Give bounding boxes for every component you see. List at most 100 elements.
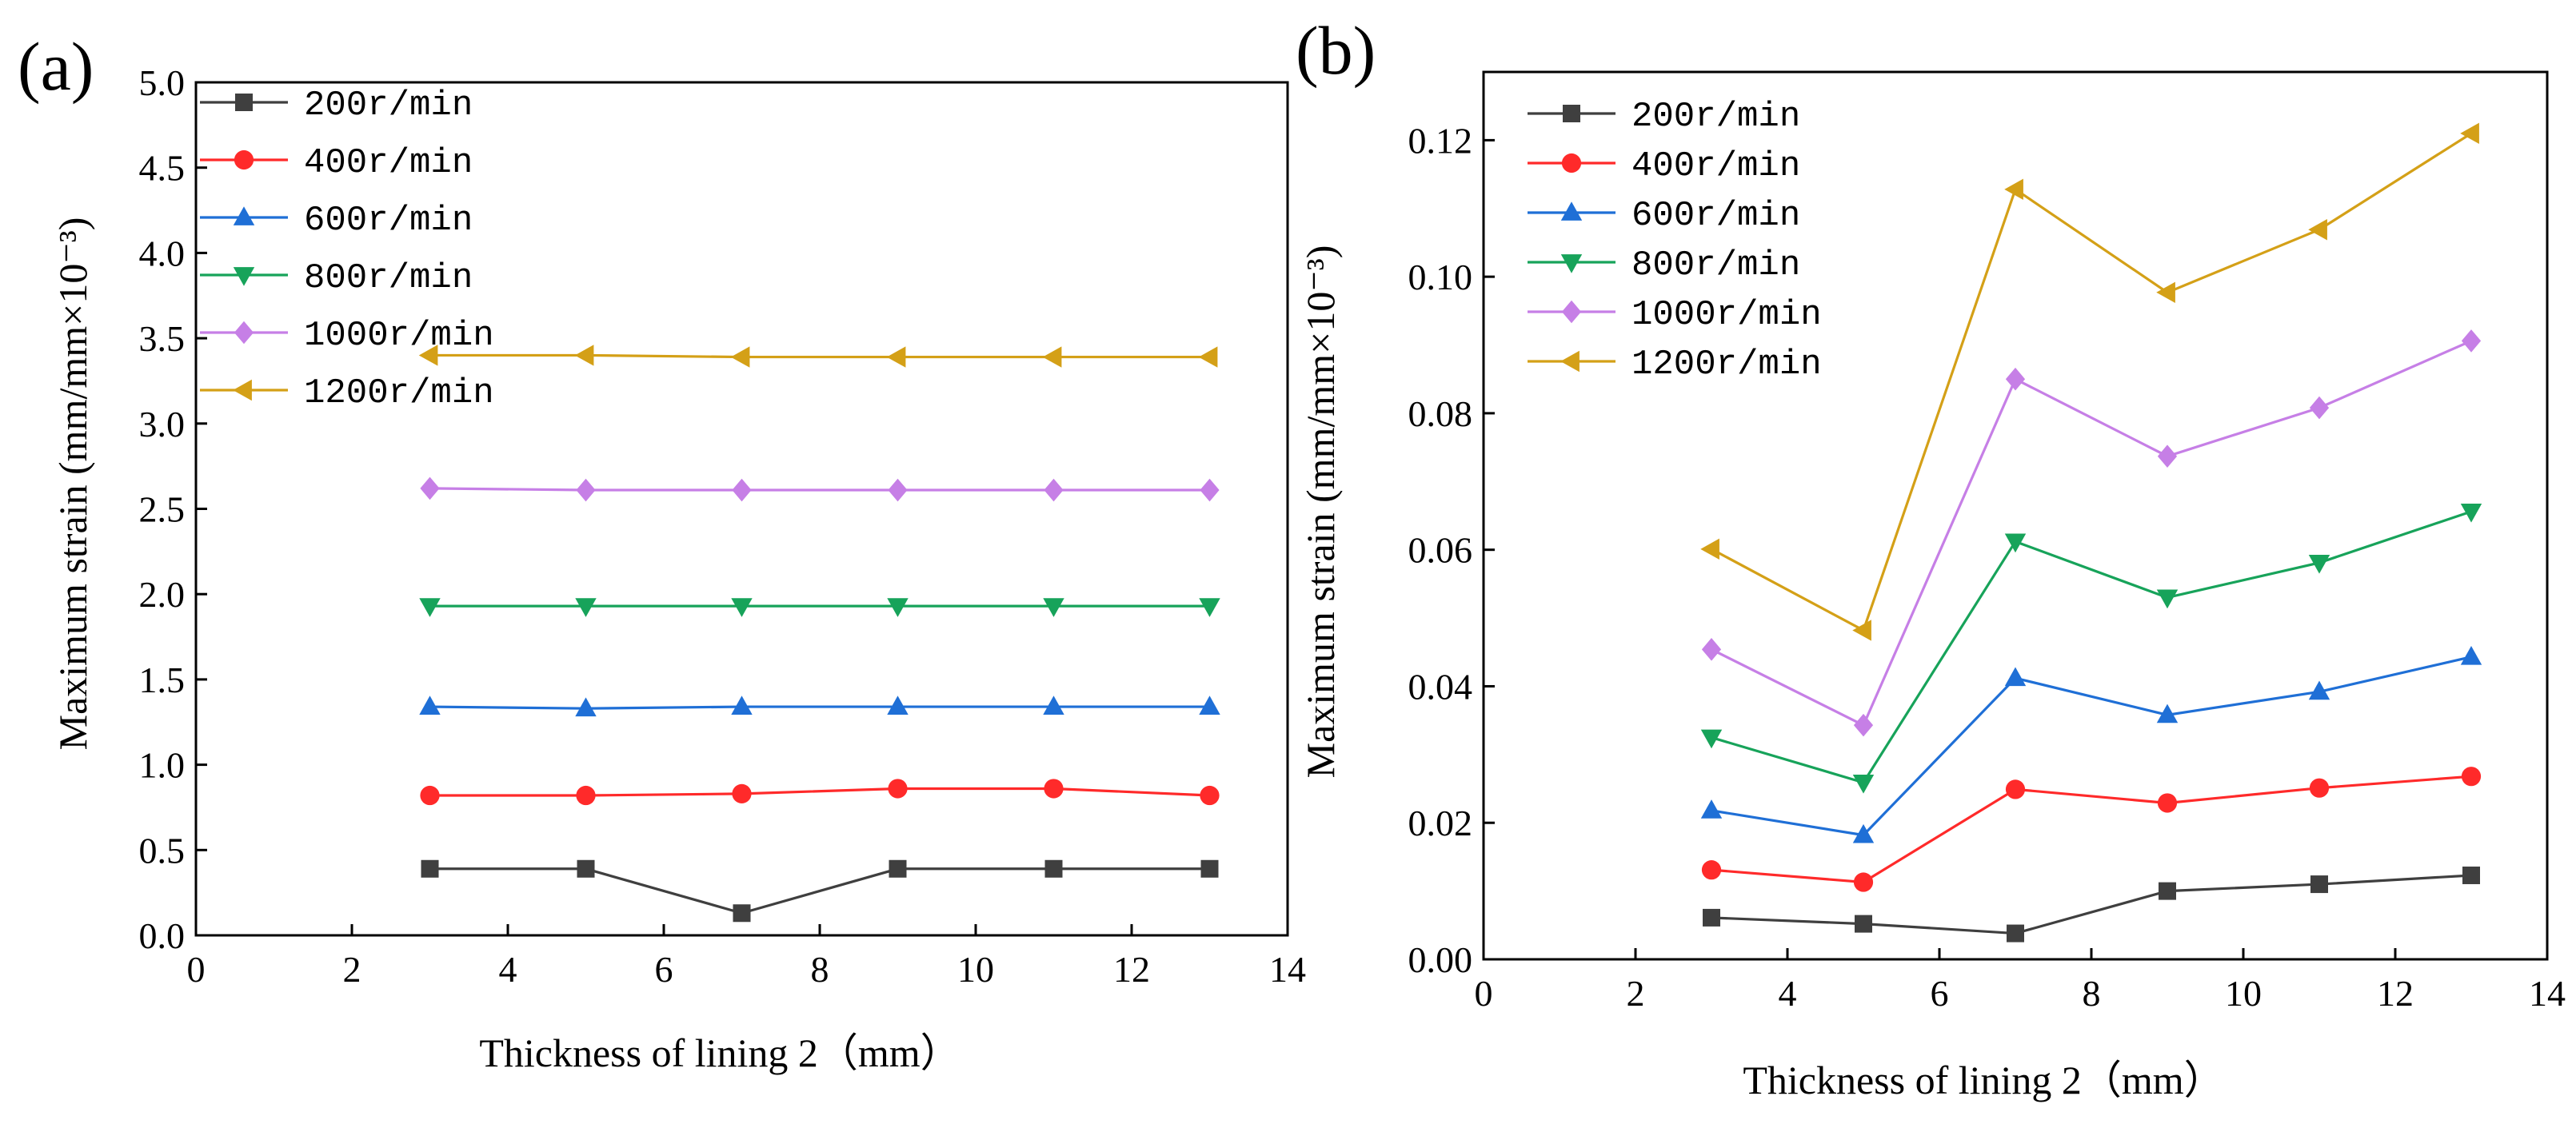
panel-a-series-line bbox=[429, 787, 1210, 797]
panel-a-x-tick-label: 6 bbox=[655, 949, 673, 990]
panel-b-data-point bbox=[1852, 774, 1875, 794]
panel-b-legend-label: 400r/min bbox=[1631, 146, 1800, 186]
panel-a-data-point bbox=[574, 345, 594, 366]
panel-a-data-point bbox=[577, 859, 595, 878]
panel-b-x-tick-label: 2 bbox=[1627, 973, 1645, 1014]
panel-a-data-point bbox=[576, 478, 596, 502]
panel-b-data-point bbox=[2156, 589, 2179, 609]
panel-a-y-axis-title: Maximum strain (mm/mm×10⁻³) bbox=[50, 217, 95, 751]
panel-a-data-point bbox=[1199, 598, 1220, 617]
panel-b-data-point bbox=[2007, 924, 2024, 943]
panel-b-data-point bbox=[2308, 680, 2330, 700]
panel-b-data-point bbox=[1700, 538, 1719, 560]
panel-a-y-tick-label: 4.0 bbox=[139, 233, 186, 273]
panel-b-legend-label: 1000r/min bbox=[1631, 295, 1822, 335]
panel-b-series-line bbox=[1711, 874, 2472, 935]
panel-b-data-point bbox=[2460, 122, 2479, 145]
panel-b-legend-marker bbox=[1560, 254, 1583, 273]
panel-b-data-point bbox=[1701, 860, 1722, 880]
panel-b-data-point bbox=[2309, 778, 2330, 798]
panel-b-x-tick-label: 8 bbox=[2083, 973, 2101, 1014]
panel-a-series-line bbox=[429, 353, 1210, 359]
panel-a-legend-label: 200r/min bbox=[304, 86, 473, 126]
panel-b-legend-label: 600r/min bbox=[1631, 196, 1800, 236]
panel-b-x-tick-label: 6 bbox=[1931, 973, 1949, 1014]
panel-a-data-point bbox=[421, 859, 439, 878]
panel-b-x-tick-label: 10 bbox=[2225, 973, 2262, 1014]
panel-b-y-tick-label: 0.02 bbox=[1408, 803, 1473, 843]
panel-a-data-point bbox=[730, 346, 750, 368]
panel-a-y-tick-label: 5.0 bbox=[139, 62, 186, 103]
panel-a-data-point bbox=[1043, 696, 1064, 715]
panel-a-data-point bbox=[887, 598, 909, 617]
panel-b-legend-label: 800r/min bbox=[1631, 245, 1800, 285]
panel-a-data-point bbox=[1043, 598, 1064, 617]
panel-b-series-line bbox=[1711, 510, 2472, 784]
panel-b-legend-label: 1200r/min bbox=[1631, 345, 1822, 385]
panel-b-data-point bbox=[2157, 444, 2178, 468]
panel-a-series-800r-min bbox=[419, 598, 1220, 617]
panel-b-data-point bbox=[1703, 908, 1720, 927]
panel-b-data-point bbox=[2159, 882, 2176, 900]
panel-b-legend-marker bbox=[1563, 105, 1580, 122]
panel-b-data-point bbox=[2004, 178, 2023, 201]
panel-b-data-point bbox=[2157, 793, 2178, 813]
panel-a-data-point bbox=[420, 476, 440, 500]
panel-a-legend-marker bbox=[235, 94, 253, 111]
panel-a-y-tick-label: 1.0 bbox=[139, 745, 186, 786]
panel-b-y-tick-label: 0.00 bbox=[1408, 939, 1473, 980]
panel-b-y-tick-label: 0.06 bbox=[1408, 530, 1473, 571]
panel-a-data-point bbox=[1198, 346, 1218, 368]
panel-a-x-tick-label: 4 bbox=[499, 949, 517, 990]
panel-b-y-axis-title: Maximum strain (mm/mm×10⁻³) bbox=[1298, 245, 1343, 779]
panel-a-x-tick-label: 14 bbox=[1269, 949, 1306, 990]
panel-a-y-tick-label: 1.5 bbox=[139, 660, 186, 700]
panel-a-legend-marker bbox=[233, 379, 252, 401]
panel-b-data-point bbox=[1853, 713, 1874, 737]
panel-a-y-tick-label: 0.5 bbox=[139, 830, 186, 871]
panel-b-series-200r-min bbox=[1703, 866, 2480, 943]
panel-a-series-600r-min bbox=[419, 696, 1220, 717]
panel-b-label: (b) bbox=[1296, 12, 1376, 89]
panel-a-data-point bbox=[733, 904, 751, 923]
panel-a-data-point bbox=[1042, 346, 1062, 368]
panel-a-data-point bbox=[886, 346, 906, 368]
panel-a-y-tick-label: 3.5 bbox=[139, 318, 186, 359]
panel-b-data-point bbox=[1700, 729, 1723, 749]
panel-b-data-point bbox=[2309, 396, 2330, 420]
panel-a-series-200r-min bbox=[421, 859, 1219, 923]
panel-a-data-point bbox=[732, 478, 752, 502]
panel-b-series-1000r-min bbox=[1701, 329, 2482, 737]
panel-b-data-point bbox=[2461, 767, 2482, 787]
panel-a-legend-marker bbox=[234, 149, 254, 170]
panel-b-data-point bbox=[2156, 281, 2175, 303]
panel-a-data-point bbox=[576, 785, 596, 806]
panel-a-x-tick-label: 12 bbox=[1113, 949, 1150, 990]
panel-b-y-tick-label: 0.08 bbox=[1408, 393, 1473, 434]
panel-a-legend-marker bbox=[233, 206, 255, 225]
panel-b-series-line bbox=[1711, 132, 2472, 632]
panel-b-data-point bbox=[1852, 620, 1871, 641]
panel-b-data-point bbox=[2460, 645, 2482, 665]
panel-a-x-tick-label: 10 bbox=[957, 949, 994, 990]
panel-a-data-point bbox=[1044, 859, 1063, 878]
panel-b-y-tick-label: 0.10 bbox=[1408, 257, 1473, 297]
panel-a-y-tick-label: 0.0 bbox=[139, 915, 186, 956]
panel-b-series-800r-min bbox=[1700, 503, 2482, 794]
panel-a-series-1000r-min bbox=[420, 476, 1220, 502]
panel-b-x-tick-label: 14 bbox=[2529, 973, 2566, 1014]
panel-b-legend-marker bbox=[1561, 300, 1582, 324]
panel-b-x-axis-title: Thickness of lining 2（mm） bbox=[1743, 1058, 2223, 1102]
panel-b-series-line bbox=[1711, 339, 2472, 727]
panel-b-series-line bbox=[1711, 656, 2472, 837]
panel-a-series-1200r-min bbox=[418, 345, 1218, 368]
panel-b-x-tick-label: 4 bbox=[1779, 973, 1797, 1014]
panel-a-data-point bbox=[420, 785, 440, 806]
panel-a-data-point bbox=[575, 697, 597, 717]
panel-b-data-point bbox=[1855, 915, 1872, 933]
panel-a-legend-label: 400r/min bbox=[304, 143, 473, 183]
panel-b-chart: (b) Thickness of lining 2（mm） Maximum st… bbox=[1296, 12, 2566, 1102]
panel-a-data-point bbox=[1200, 859, 1219, 878]
panel-a-legend-label: 800r/min bbox=[304, 258, 473, 298]
panel-a-data-point bbox=[575, 598, 597, 617]
